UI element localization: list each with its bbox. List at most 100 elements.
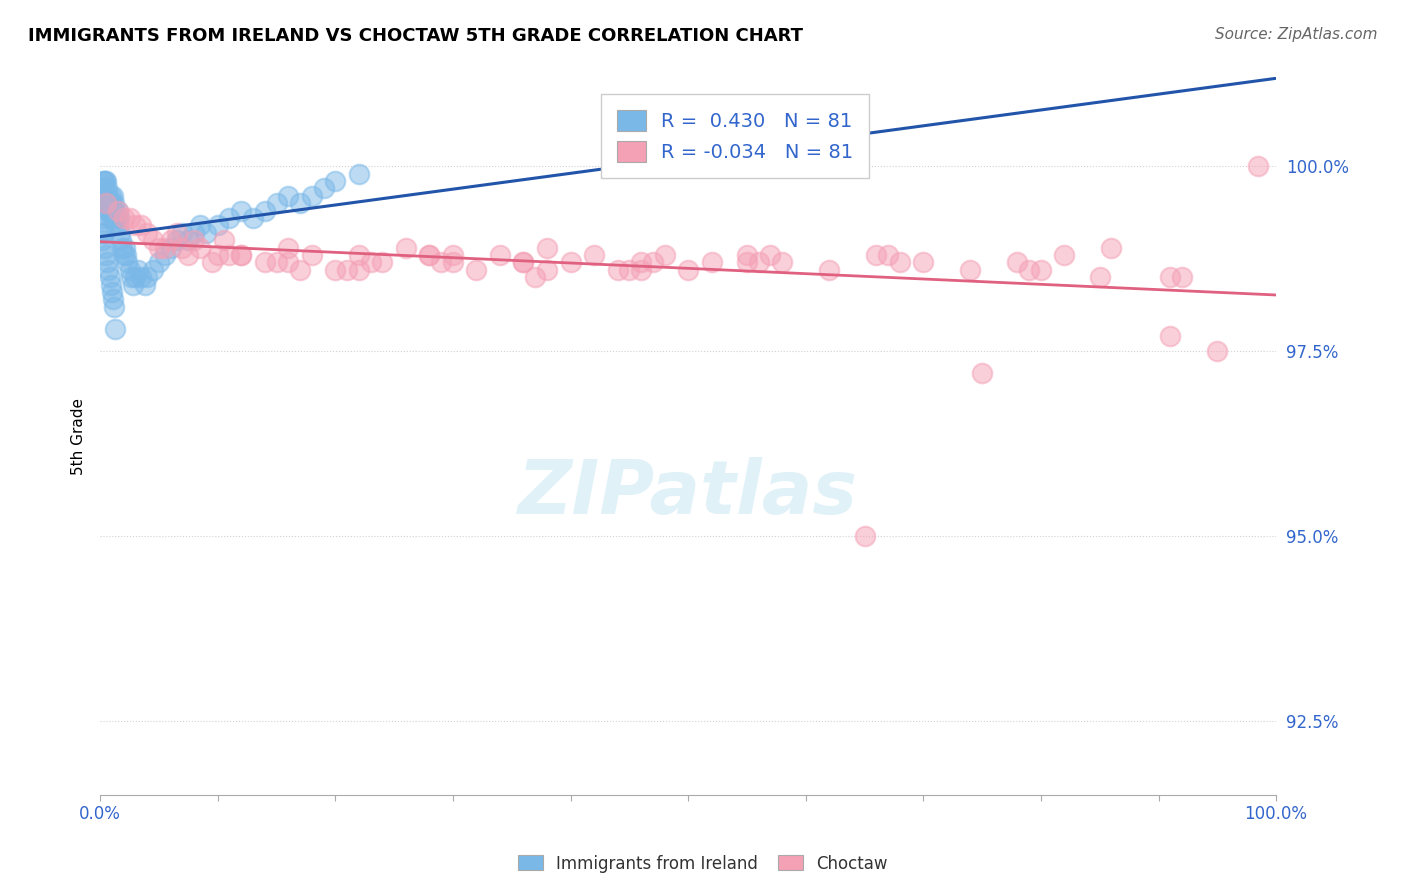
Point [207, 219, 229, 233]
Point [110, 233, 132, 247]
Point [107, 203, 129, 218]
Point [98, 196, 121, 211]
Text: Source: ZipAtlas.com: Source: ZipAtlas.com [1215, 27, 1378, 42]
Point [818, 262, 841, 277]
Point [1159, 270, 1181, 285]
Point [277, 255, 299, 269]
Point [606, 262, 628, 277]
Point [172, 241, 194, 255]
Point [97, 262, 120, 277]
Point [441, 248, 464, 262]
Point [107, 203, 129, 218]
Point [148, 255, 170, 269]
Point [97, 189, 120, 203]
Point [104, 322, 127, 336]
Point [676, 262, 699, 277]
Point [118, 262, 141, 277]
Point [1159, 329, 1181, 343]
Point [93, 181, 115, 195]
Point [288, 196, 311, 211]
Point [101, 196, 124, 211]
Point [1029, 262, 1052, 277]
Point [101, 203, 124, 218]
Point [1171, 270, 1194, 285]
Point [103, 211, 125, 225]
Point [1247, 159, 1270, 173]
Point [98, 270, 121, 285]
Point [129, 270, 152, 285]
Point [1007, 255, 1029, 269]
Point [218, 211, 240, 225]
Point [288, 262, 311, 277]
Point [619, 262, 641, 277]
Point [759, 248, 782, 262]
Point [889, 255, 911, 269]
Point [430, 255, 453, 269]
Point [277, 189, 299, 203]
Point [142, 233, 165, 247]
Point [104, 219, 127, 233]
Point [97, 203, 120, 218]
Point [972, 367, 994, 381]
Point [654, 248, 676, 262]
Point [136, 270, 159, 285]
Point [301, 189, 323, 203]
Point [177, 248, 200, 262]
Point [231, 248, 253, 262]
Point [253, 255, 276, 269]
Point [90, 211, 112, 225]
Y-axis label: 5th Grade: 5th Grade [72, 398, 86, 475]
Point [512, 255, 534, 269]
Point [94, 196, 117, 211]
Point [100, 277, 122, 292]
Point [1206, 344, 1229, 359]
Point [115, 248, 138, 262]
Point [166, 226, 188, 240]
Point [91, 233, 114, 247]
Point [201, 255, 224, 269]
Point [465, 262, 488, 277]
Point [395, 241, 418, 255]
Point [96, 181, 118, 195]
Point [323, 174, 346, 188]
Point [1018, 262, 1040, 277]
Point [129, 219, 152, 233]
Point [127, 262, 149, 277]
Point [112, 248, 135, 262]
Point [101, 293, 124, 307]
Point [118, 211, 141, 225]
Point [107, 219, 129, 233]
Point [347, 167, 370, 181]
Point [512, 255, 534, 269]
Point [347, 262, 370, 277]
Point [1053, 248, 1076, 262]
Point [630, 255, 652, 269]
Point [735, 255, 758, 269]
Point [101, 211, 124, 225]
Point [111, 241, 134, 255]
Point [172, 226, 194, 240]
Point [93, 174, 115, 188]
Point [124, 270, 146, 285]
Point [124, 219, 146, 233]
Point [583, 248, 606, 262]
Point [418, 248, 440, 262]
Point [207, 248, 229, 262]
Point [104, 203, 127, 218]
Point [142, 262, 165, 277]
Point [630, 262, 652, 277]
Point [134, 277, 156, 292]
Point [98, 211, 121, 225]
Point [536, 241, 558, 255]
Point [242, 211, 264, 225]
Point [96, 196, 118, 211]
Point [231, 248, 253, 262]
Point [536, 262, 558, 277]
Point [912, 255, 935, 269]
Point [115, 255, 138, 269]
Point [312, 181, 335, 195]
Point [748, 255, 770, 269]
Point [877, 248, 900, 262]
Point [94, 241, 117, 255]
Point [91, 181, 114, 195]
